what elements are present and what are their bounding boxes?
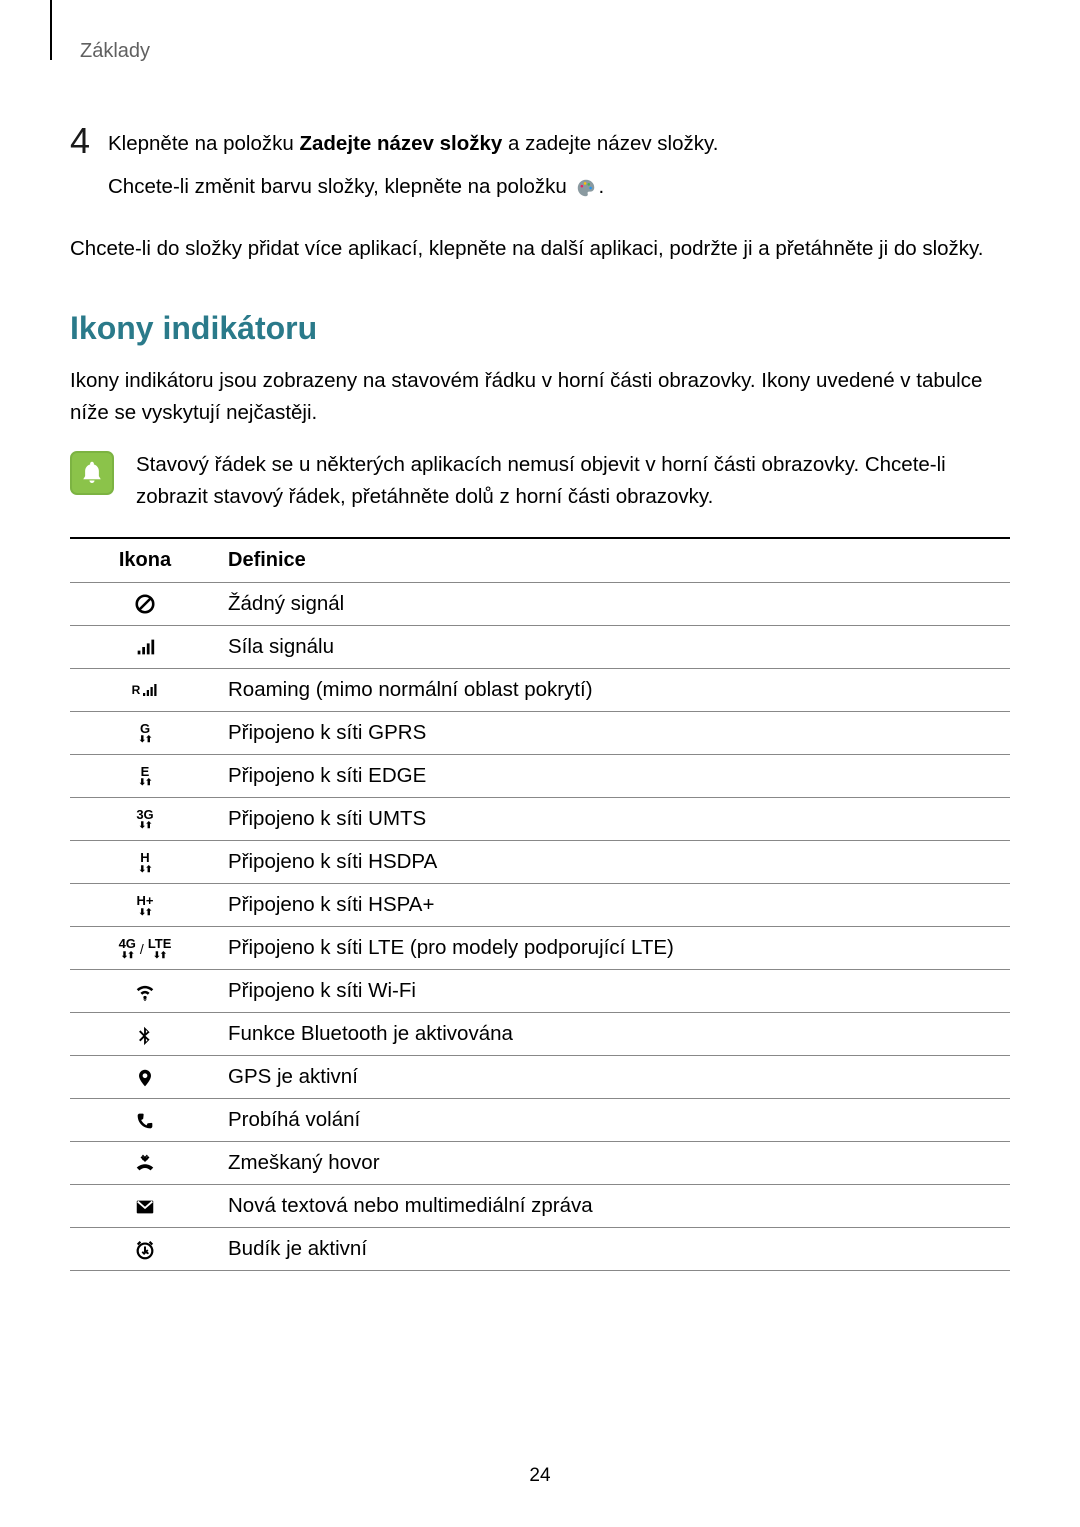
icon-table: Ikona Definice Žádný signálSíla signáluR…	[70, 537, 1010, 1272]
table-cell-definition: Žádný signál	[220, 582, 1010, 625]
table-cell-definition: Síla signálu	[220, 625, 1010, 668]
table-row: Síla signálu	[70, 625, 1010, 668]
alarm-icon	[70, 1228, 220, 1271]
table-cell-definition: Připojeno k síti UMTS	[220, 797, 1010, 840]
table-row: 3G⬇⬆Připojeno k síti UMTS	[70, 797, 1010, 840]
wifi-icon	[70, 970, 220, 1013]
page-number: 24	[0, 1465, 1080, 1487]
note-icon	[70, 451, 114, 495]
step-line2-suffix: .	[599, 175, 605, 198]
message-icon	[70, 1185, 220, 1228]
table-cell-definition: Roaming (mimo normální oblast pokrytí)	[220, 668, 1010, 711]
table-cell-definition: Připojeno k síti GPRS	[220, 711, 1010, 754]
roaming-icon: R	[70, 668, 220, 711]
call-icon	[70, 1099, 220, 1142]
table-cell-definition: Připojeno k síti Wi-Fi	[220, 970, 1010, 1013]
step-number: 4	[70, 123, 108, 205]
table-cell-definition: GPS je aktivní	[220, 1056, 1010, 1099]
step-line2-prefix: Chcete-li změnit barvu složky, klepněte …	[108, 175, 573, 198]
net-text-icon: H⬇⬆	[70, 840, 220, 883]
table-row: Budík je aktivní	[70, 1228, 1010, 1271]
bluetooth-icon	[70, 1013, 220, 1056]
section-title: Ikony indikátoru	[70, 310, 1010, 347]
palette-icon	[575, 176, 597, 198]
table-row: RRoaming (mimo normální oblast pokrytí)	[70, 668, 1010, 711]
signal-icon	[70, 625, 220, 668]
table-row: H⬇⬆Připojeno k síti HSDPA	[70, 840, 1010, 883]
no-signal-icon	[70, 582, 220, 625]
lte-pair-icon: 4G⬇⬆/LTE⬇⬆	[70, 927, 220, 970]
body-paragraph: Chcete-li do složky přidat více aplikací…	[70, 233, 1010, 265]
table-cell-definition: Nová textová nebo multimediální zpráva	[220, 1185, 1010, 1228]
step-text: Klepněte na položku Zadejte název složky…	[108, 123, 718, 205]
gps-icon	[70, 1056, 220, 1099]
breadcrumb: Základy	[80, 40, 1010, 63]
step-line1-bold: Zadejte název složky	[299, 132, 502, 155]
table-cell-definition: Funkce Bluetooth je aktivována	[220, 1013, 1010, 1056]
table-row: H+⬇⬆Připojeno k síti HSPA+	[70, 883, 1010, 926]
table-row: Nová textová nebo multimediální zpráva	[70, 1185, 1010, 1228]
step-line1-prefix: Klepněte na položku	[108, 132, 299, 155]
table-row: Probíhá volání	[70, 1099, 1010, 1142]
page-content: Základy 4 Klepněte na položku Zadejte ná…	[0, 0, 1080, 1271]
table-cell-definition: Připojeno k síti HSPA+	[220, 883, 1010, 926]
net-text-icon: G⬇⬆	[70, 711, 220, 754]
table-cell-definition: Připojeno k síti HSDPA	[220, 840, 1010, 883]
table-row: GPS je aktivní	[70, 1056, 1010, 1099]
table-cell-definition: Probíhá volání	[220, 1099, 1010, 1142]
table-header-def: Definice	[220, 538, 1010, 583]
net-text-icon: H+⬇⬆	[70, 883, 220, 926]
net-text-icon: 3G⬇⬆	[70, 797, 220, 840]
table-row: G⬇⬆Připojeno k síti GPRS	[70, 711, 1010, 754]
table-cell-definition: Připojeno k síti LTE (pro modely podporu…	[220, 927, 1010, 970]
step-4-block: 4 Klepněte na položku Zadejte název slož…	[70, 123, 1010, 205]
table-cell-definition: Zmeškaný hovor	[220, 1142, 1010, 1185]
missed-icon	[70, 1142, 220, 1185]
table-row: Připojeno k síti Wi-Fi	[70, 970, 1010, 1013]
table-row: Funkce Bluetooth je aktivována	[70, 1013, 1010, 1056]
table-row: 4G⬇⬆/LTE⬇⬆Připojeno k síti LTE (pro mode…	[70, 927, 1010, 970]
table-row: E⬇⬆Připojeno k síti EDGE	[70, 754, 1010, 797]
table-row: Zmeškaný hovor	[70, 1142, 1010, 1185]
table-cell-definition: Budík je aktivní	[220, 1228, 1010, 1271]
step-line1-suffix: a zadejte název složky.	[502, 132, 718, 155]
note-text: Stavový řádek se u některých aplikacích …	[136, 449, 1010, 513]
table-header-icon: Ikona	[70, 538, 220, 583]
net-text-icon: E⬇⬆	[70, 754, 220, 797]
table-row: Žádný signál	[70, 582, 1010, 625]
section-intro: Ikony indikátoru jsou zobrazeny na stavo…	[70, 365, 1010, 429]
note-block: Stavový řádek se u některých aplikacích …	[70, 449, 1010, 513]
table-cell-definition: Připojeno k síti EDGE	[220, 754, 1010, 797]
